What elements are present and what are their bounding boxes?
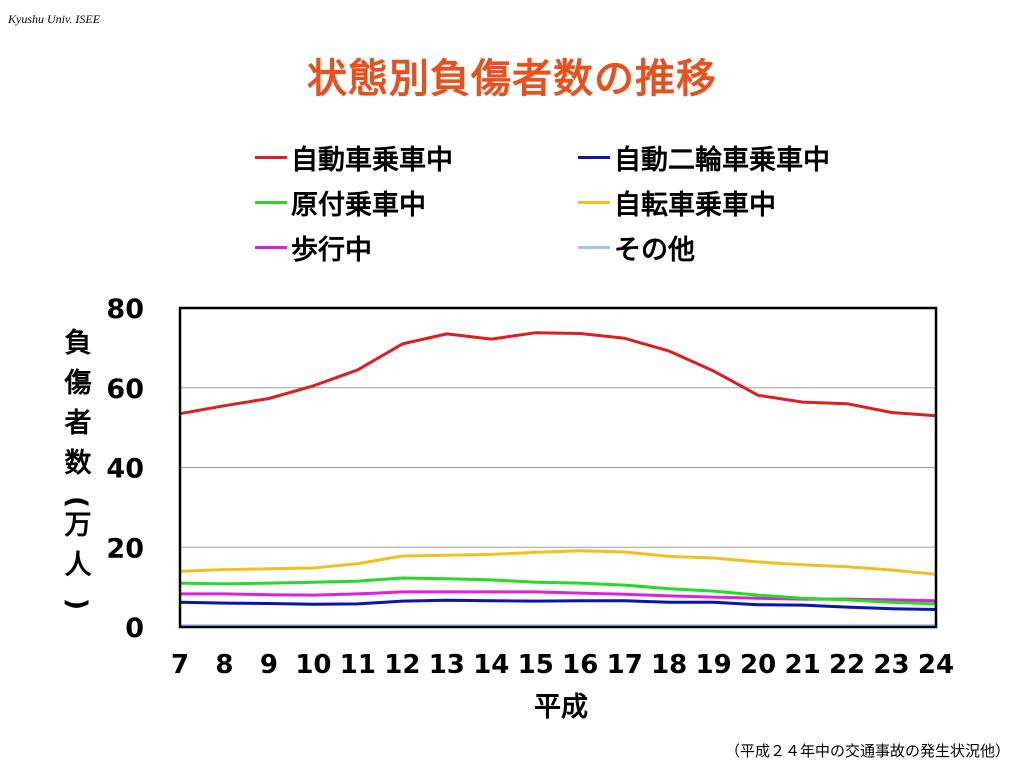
legend-label-bicycle: 自転車乗車中 xyxy=(614,190,776,221)
legend-item-other: その他 xyxy=(578,228,695,267)
x-tick-label: 11 xyxy=(340,650,376,680)
x-tick-label: 22 xyxy=(829,650,865,680)
x-tick-label: 10 xyxy=(295,650,331,680)
x-tick-label: 15 xyxy=(518,650,554,680)
x-tick-label: 18 xyxy=(651,650,687,680)
y-tick-label: 60 xyxy=(106,374,144,405)
legend-label-car: 自動車乗車中 xyxy=(291,145,453,176)
x-tick-label: 12 xyxy=(384,650,420,680)
series-line-moped xyxy=(179,576,937,606)
y-tick-label: 20 xyxy=(106,533,144,564)
legend-item-moped: 原付乗車中 xyxy=(255,183,426,222)
x-tick-label: 7 xyxy=(171,650,189,680)
legend-swatch-car xyxy=(255,156,287,159)
source-footnote: （平成２４年中の交通事故の発生状況他） xyxy=(724,742,1010,760)
legend-label-pedestrian: 歩行中 xyxy=(291,235,372,266)
x-tick-label: 14 xyxy=(473,650,509,680)
x-tick-label: 19 xyxy=(696,650,732,680)
x-tick-label: 13 xyxy=(429,650,465,680)
legend-label-other: その他 xyxy=(614,235,695,266)
x-tick-label: 24 xyxy=(918,650,954,680)
series-line-bicycle xyxy=(179,549,937,576)
x-tick-label: 16 xyxy=(562,650,598,680)
legend-item-bicycle: 自転車乗車中 xyxy=(578,183,776,222)
x-tick-label: 9 xyxy=(260,650,278,680)
y-axis-title-char: ( xyxy=(61,496,92,508)
x-tick-label: 8 xyxy=(215,650,233,680)
y-axis-title-char: 傷 xyxy=(64,368,92,399)
y-axis-title-char: 負 xyxy=(65,328,92,359)
legend-swatch-bicycle xyxy=(578,201,610,204)
y-axis-title-char: 数 xyxy=(65,448,93,479)
legend-item-car: 自動車乗車中 xyxy=(255,138,453,177)
y-tick-label: 40 xyxy=(106,454,144,485)
series-line-motorcycle xyxy=(179,598,937,611)
legend-label-moped: 原付乗車中 xyxy=(291,190,426,221)
legend-swatch-moped xyxy=(255,201,287,204)
x-tick-label: 21 xyxy=(784,650,820,680)
y-axis-title-char: 万 xyxy=(65,510,92,541)
chart-legend: 自動車乗車中 自動二輪車乗車中 原付乗車中 自転車乗車中 歩行中 その他 xyxy=(255,138,915,268)
institution-label: Kyushu Univ. ISEE xyxy=(8,12,101,26)
x-tick-label: 17 xyxy=(607,650,643,680)
y-axis-title-char: 人 xyxy=(65,550,92,581)
legend-swatch-motorcycle xyxy=(578,156,610,159)
x-axis-title: 平成 xyxy=(534,692,588,723)
x-tick-label: 20 xyxy=(740,650,776,680)
legend-swatch-other xyxy=(578,246,610,249)
y-tick-label: 0 xyxy=(125,613,144,644)
x-tick-label: 23 xyxy=(873,650,909,680)
y-axis-title-char: 者 xyxy=(65,408,92,439)
legend-label-motorcycle: 自動二輪車乗車中 xyxy=(614,145,830,176)
plot-border xyxy=(178,306,938,629)
legend-item-motorcycle: 自動二輪車乗車中 xyxy=(578,138,830,177)
legend-swatch-pedestrian xyxy=(255,246,287,249)
y-axis-title-char: ) xyxy=(61,598,92,610)
slide-title: 状態別負傷者数の推移 xyxy=(307,56,717,102)
series-line-car xyxy=(179,331,937,418)
y-tick-label: 80 xyxy=(106,294,144,325)
legend-item-pedestrian: 歩行中 xyxy=(255,228,372,267)
